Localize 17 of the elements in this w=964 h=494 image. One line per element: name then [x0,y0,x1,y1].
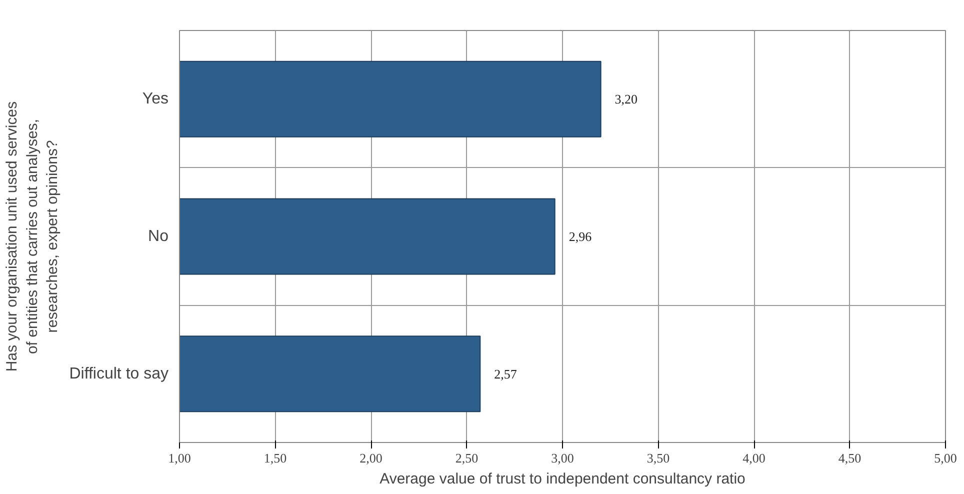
x-tick-label: 3,00 [551,450,574,466]
x-tick-label: 3,50 [646,450,670,466]
x-tick-label: 4,50 [838,450,862,466]
x-tick-label: 1,00 [168,450,191,466]
y-tick-label: No [148,228,169,245]
x-tick-label: 2,50 [455,450,478,466]
x-tick-label: 2,00 [360,450,382,466]
x-tick-label: 1,50 [264,450,287,466]
x-tick-label: 4,00 [742,450,766,466]
data-label: 3,20 [614,92,638,107]
data-label: 2,96 [568,229,592,244]
x-tick-label: 5,00 [934,450,957,466]
y-axis-title: Has your organisation unit used services of entities that carries out analyses, researches, expert opinions? [3,101,62,372]
data-label: 2,57 [494,366,518,382]
x-axis-title: Average value of trust to independent consultancy ratio [380,470,746,488]
y-tick-label: Yes [142,90,169,108]
y-tick-label: Difficult to say [69,365,168,382]
